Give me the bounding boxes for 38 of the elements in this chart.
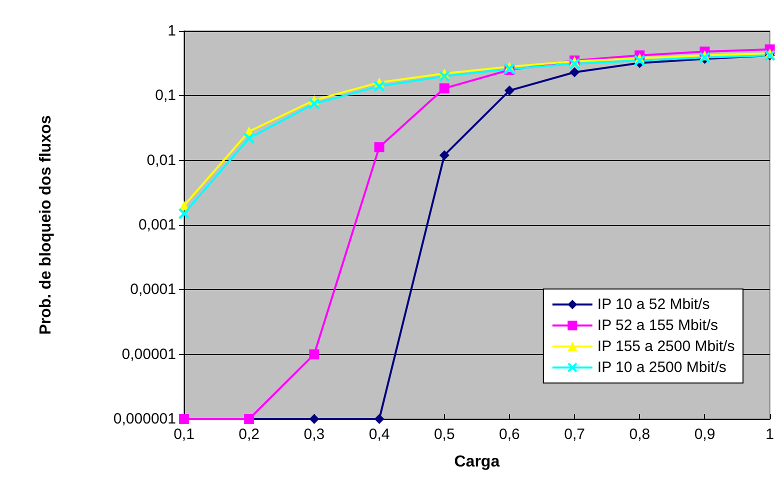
y-tick-label: 0,000001 bbox=[113, 410, 176, 428]
y-tick-label: 0,0001 bbox=[130, 281, 176, 298]
x-tick-label: 0,2 bbox=[238, 426, 260, 443]
x-tick-label: 0,3 bbox=[304, 426, 325, 443]
x-tick-label: 0,9 bbox=[694, 426, 716, 443]
x-tick-label: 0,8 bbox=[629, 426, 650, 443]
point bbox=[634, 54, 646, 66]
point bbox=[309, 414, 320, 424]
point bbox=[374, 80, 385, 92]
point bbox=[438, 70, 450, 82]
point bbox=[439, 150, 450, 160]
legend-label: IP 155 a 2500 Mbit/s bbox=[597, 338, 735, 355]
x-tick-label: 1 bbox=[766, 426, 774, 443]
x-axis-title: Carga bbox=[454, 454, 500, 470]
y-tick-label: 0,00001 bbox=[122, 346, 176, 363]
legend-label: IP 10 a 2500 Mbit/s bbox=[597, 359, 726, 376]
y-tick-label: 1 bbox=[168, 22, 176, 40]
y-tick-label: 0,001 bbox=[138, 216, 176, 234]
y-axis-title: Prob. de bloqueio dos fluxos bbox=[38, 115, 54, 335]
point bbox=[178, 208, 190, 220]
y-tick-label: 0,01 bbox=[146, 152, 176, 169]
point bbox=[569, 58, 580, 70]
point bbox=[374, 414, 384, 424]
point bbox=[309, 349, 320, 360]
point bbox=[374, 142, 384, 152]
point bbox=[308, 98, 320, 110]
y-tick-label: 0,1 bbox=[155, 87, 176, 104]
legend-label: IP 52 a 155 Mbit/s bbox=[597, 317, 718, 334]
x-tick-label: 0,4 bbox=[368, 426, 390, 443]
point bbox=[570, 67, 580, 78]
x-tick-label: 0,7 bbox=[564, 426, 585, 443]
x-tick-label: 0,1 bbox=[174, 426, 194, 443]
point bbox=[504, 86, 514, 96]
point bbox=[439, 83, 450, 94]
point bbox=[244, 132, 255, 144]
x-tick-label: 0,5 bbox=[434, 426, 455, 443]
legend-label: IP 10 a 52 Mbit/s bbox=[597, 296, 710, 313]
x-tick-label: 0,6 bbox=[499, 426, 520, 443]
